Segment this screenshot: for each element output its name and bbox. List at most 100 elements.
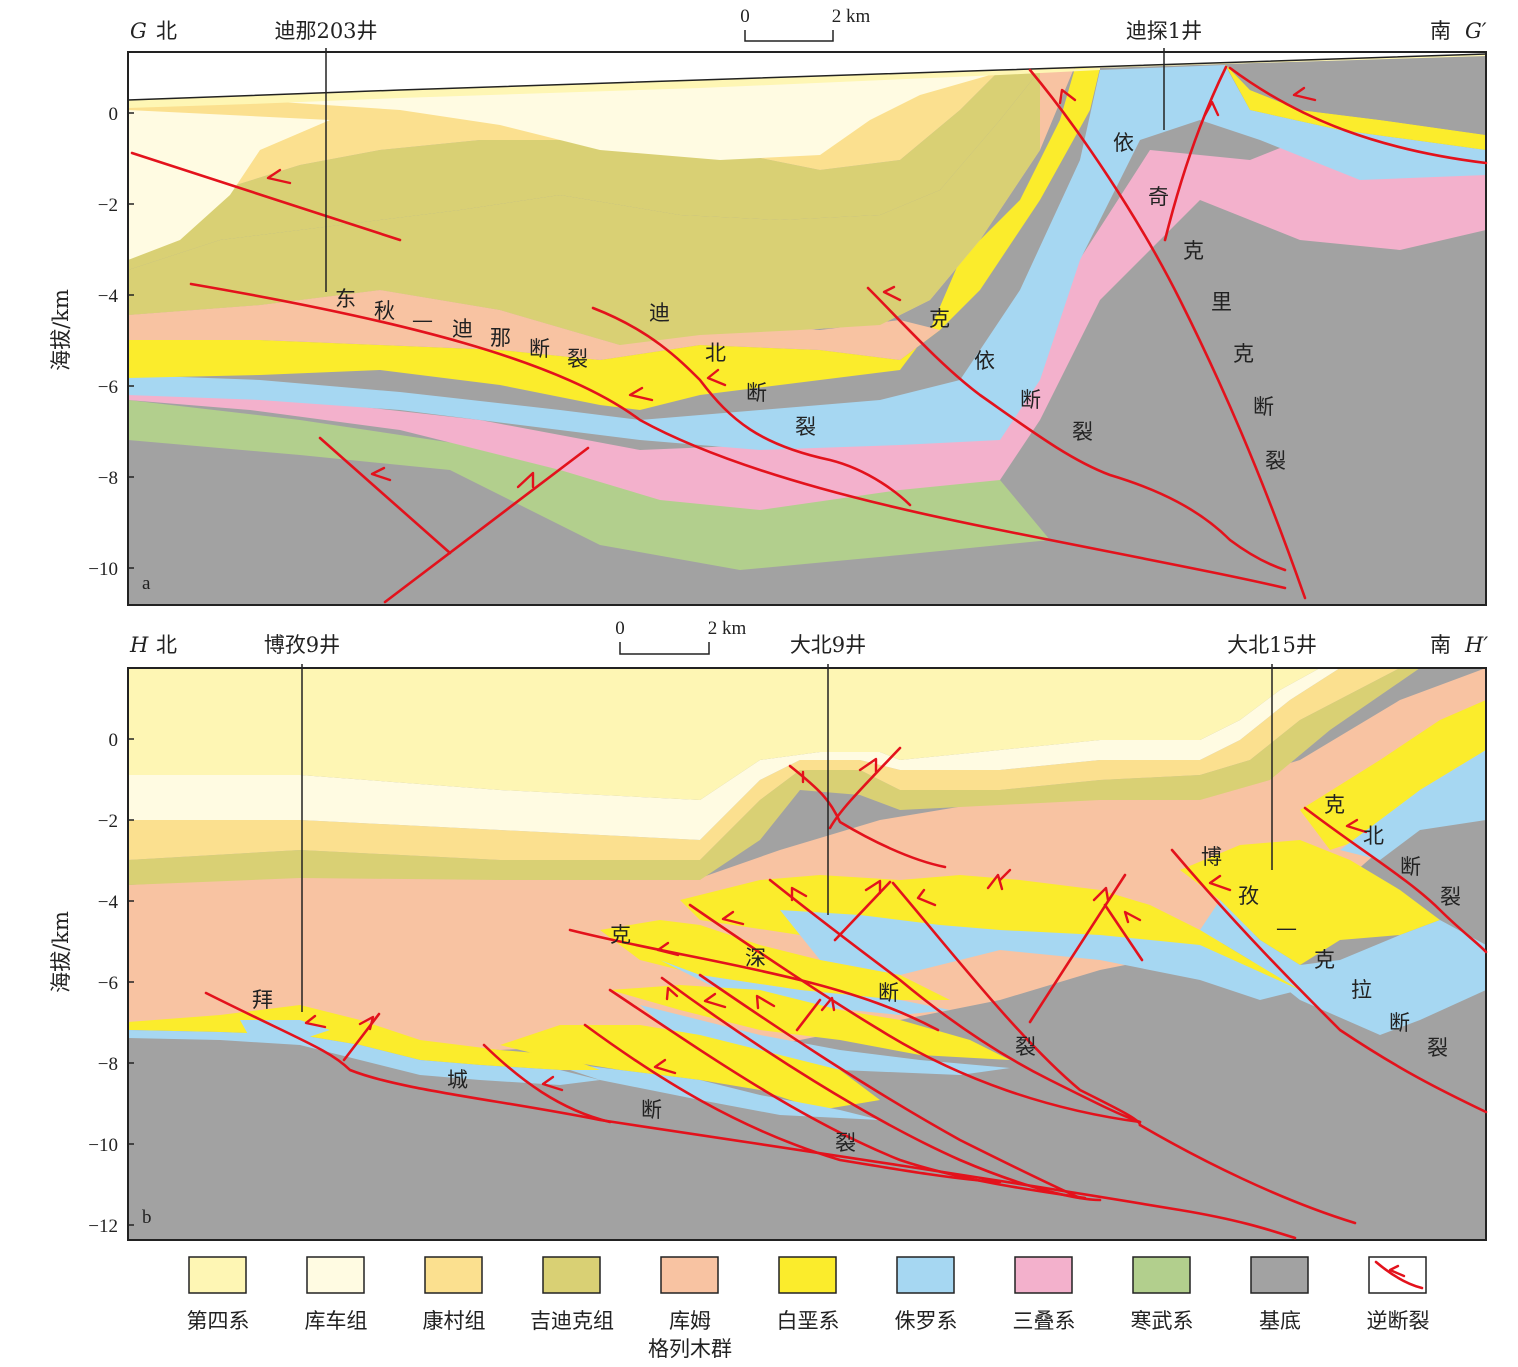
well-bozi9: 博孜9井: [264, 633, 340, 657]
legend-item-basement: 基底: [1250, 1256, 1309, 1333]
legend-item-kangcun: 康村组: [423, 1256, 486, 1333]
yiqi-char-4: 克: [1233, 342, 1254, 366]
jidike-b: [128, 668, 1420, 885]
legend-item-cretaceous: 白垩系: [777, 1256, 840, 1333]
svg-text:吉迪克组: 吉迪克组: [530, 1309, 614, 1333]
panel-b: 拜 城 断 裂 克 深 断 裂 博 孜 — 克 拉 断 裂 克 北 断 裂 博孜…: [49, 618, 1488, 1241]
kebei-char-1: 北: [1363, 824, 1384, 848]
svg-text:−12: −12: [88, 1216, 118, 1237]
section-end-letter-a: G′: [1465, 19, 1487, 43]
keshen-char-0: 克: [610, 923, 631, 947]
legend-item-jidike: 吉迪克组: [530, 1256, 614, 1333]
y-ticks-b: 0 −2 −4 −6 −8 −10 −12: [88, 730, 134, 1237]
dongqiu-char-3: 迪: [452, 317, 473, 341]
quaternary-b: [128, 668, 1320, 800]
kumugeliemu-b: [128, 668, 1486, 1060]
dongqiu-char-2: —: [412, 308, 433, 332]
legend-item-cambrian: 寒武系: [1131, 1256, 1194, 1333]
y-axis-label-b: 海拔/km: [49, 911, 73, 993]
bozi-char-5: 断: [1389, 1011, 1410, 1035]
svg-text:康村组: 康村组: [423, 1309, 486, 1333]
keyi-char-0: 克: [929, 307, 950, 331]
section-start-letter-a: G: [130, 19, 147, 43]
keyi-char-2: 断: [1020, 388, 1041, 412]
bozi-char-3: 克: [1314, 948, 1335, 972]
panel-tag-b: b: [142, 1207, 152, 1228]
svg-text:格列木群: 格列木群: [648, 1337, 732, 1361]
keshen-char-1: 深: [745, 946, 766, 970]
svg-text:基底: 基底: [1259, 1309, 1301, 1333]
fault-labels-b: 拜 城 断 裂 克 深 断 裂 博 孜 — 克 拉 断 裂 克 北 断 裂: [252, 793, 1461, 1155]
svg-text:0: 0: [109, 730, 119, 751]
cambrian-a: [128, 400, 1050, 570]
dibei-char-3: 裂: [795, 415, 816, 439]
well-dina203: 迪那203井: [274, 19, 377, 43]
svg-text:−8: −8: [98, 468, 118, 489]
legend: 第四系 库车组 康村组 吉迪克组 库姆 格列木群 白垩系 侏罗系: [187, 1256, 1430, 1361]
legend-item-fault: 逆断裂: [1367, 1256, 1430, 1333]
panel-tag-a: a: [142, 573, 151, 594]
svg-text:寒武系: 寒武系: [1131, 1309, 1194, 1333]
section-end-letter-b: H′: [1464, 633, 1488, 657]
svg-text:库车组: 库车组: [305, 1309, 368, 1333]
baicheng-char-0: 拜: [252, 988, 273, 1012]
dongqiu-char-0: 东: [335, 287, 356, 311]
svg-text:0: 0: [740, 6, 750, 27]
kebei-char-3: 裂: [1440, 885, 1461, 909]
svg-text:侏罗系: 侏罗系: [895, 1309, 958, 1333]
panel-a-frame: [127, 51, 1487, 606]
svg-text:第四系: 第四系: [187, 1309, 250, 1333]
dibei-char-1: 北: [705, 341, 726, 365]
panel-b-frame: [127, 667, 1487, 1241]
legend-item-kuqa: 库车组: [305, 1256, 368, 1333]
svg-text:−4: −4: [98, 286, 119, 307]
baicheng-char-3: 裂: [835, 1131, 856, 1155]
svg-text:−10: −10: [88, 559, 118, 580]
svg-text:三叠系: 三叠系: [1013, 1309, 1076, 1333]
svg-text:−4: −4: [98, 892, 119, 913]
svg-text:2 km: 2 km: [708, 618, 747, 639]
legend-item-quaternary: 第四系: [187, 1256, 250, 1333]
svg-text:白垩系: 白垩系: [777, 1309, 840, 1333]
keshen-char-3: 裂: [1015, 1035, 1036, 1059]
dongqiu-char-1: 秋: [374, 299, 395, 323]
north-label-b: 北: [156, 633, 177, 657]
svg-text:−2: −2: [98, 811, 118, 832]
well-dabei9: 大北9井: [790, 633, 866, 657]
keshen-char-2: 断: [878, 981, 899, 1005]
legend-item-kumugeliemu: 库姆 格列木群: [648, 1256, 732, 1361]
dongqiu-char-5: 断: [529, 337, 550, 361]
kangcun-b: [128, 668, 1400, 860]
svg-text:逆断裂: 逆断裂: [1367, 1309, 1430, 1333]
yiqi-char-0: 依: [1113, 131, 1134, 155]
yiqi-char-1: 奇: [1148, 185, 1169, 209]
y-axis-label-a: 海拔/km: [49, 289, 73, 371]
svg-text:−2: −2: [98, 195, 118, 216]
svg-text:库姆: 库姆: [669, 1309, 711, 1333]
bozi-char-6: 裂: [1427, 1036, 1448, 1060]
faults-a: [130, 65, 1488, 604]
yiqi-char-5: 断: [1253, 395, 1274, 419]
svg-text:−6: −6: [98, 377, 118, 398]
y-ticks-a: 0 −2 −4 −6 −8 −10: [88, 104, 134, 580]
dongqiu-char-4: 那: [490, 326, 511, 350]
panel-a: 东 秋 — 迪 那 断 裂 迪 北 断 裂 克 依 断 裂 依 奇 克 里 克 …: [49, 6, 1488, 606]
faults-b: [204, 746, 1488, 1240]
keyi-char-3: 裂: [1072, 420, 1093, 444]
scale-bar-b: 0 2 km: [615, 618, 747, 655]
kebei-char-2: 断: [1400, 855, 1421, 879]
south-label-a: 南: [1430, 19, 1451, 43]
dibei-char-2: 断: [746, 381, 767, 405]
svg-text:0: 0: [109, 104, 119, 125]
legend-item-jurassic: 侏罗系: [895, 1256, 958, 1333]
svg-text:0: 0: [615, 618, 625, 639]
yiqi-char-3: 里: [1211, 290, 1232, 314]
fault-labels-a: 东 秋 — 迪 那 断 裂 迪 北 断 裂 克 依 断 裂 依 奇 克 里 克 …: [335, 131, 1286, 473]
bozi-char-0: 博: [1201, 845, 1222, 869]
svg-text:2 km: 2 km: [832, 6, 871, 27]
triassic-a: [128, 140, 1486, 510]
kuqa-b: [128, 668, 1340, 840]
jidike-a: [128, 70, 1040, 270]
svg-text:−10: −10: [88, 1135, 118, 1156]
